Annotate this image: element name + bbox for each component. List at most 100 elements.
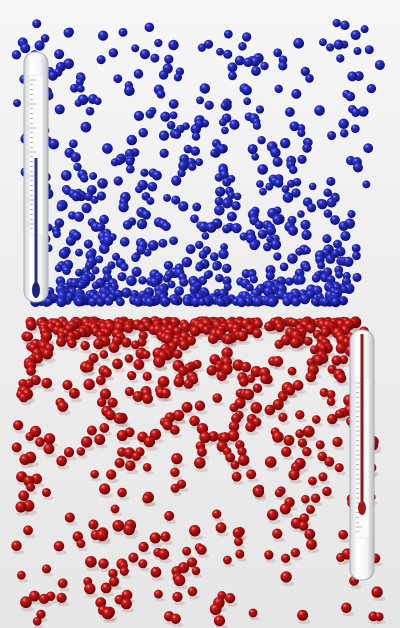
blue-sphere [260, 61, 269, 71]
blue-sphere [363, 143, 374, 154]
blue-sphere [340, 285, 348, 294]
blue-sphere [125, 164, 135, 174]
red-sphere [272, 528, 283, 539]
blue-sphere [158, 70, 169, 80]
red-sphere [101, 367, 112, 378]
blue-sphere [144, 22, 155, 33]
blue-sphere [119, 237, 130, 247]
blue-sphere [256, 180, 264, 188]
blue-sphere [360, 25, 369, 34]
blue-sphere [160, 111, 171, 122]
red-sphere [322, 486, 332, 497]
blue-sphere [120, 262, 129, 272]
blue-sphere [249, 240, 260, 251]
blue-sphere [302, 143, 312, 153]
red-sphere [246, 374, 256, 383]
red-sphere [283, 434, 295, 446]
red-sphere [371, 586, 383, 598]
red-sphere [72, 531, 84, 542]
blue-sphere [306, 203, 317, 213]
sphere-shadow [144, 470, 154, 475]
blue-sphere [303, 246, 311, 255]
red-sphere [274, 339, 284, 350]
red-sphere [315, 440, 325, 450]
blue-sphere [118, 27, 128, 37]
blue-sphere [63, 27, 74, 38]
blue-sphere [96, 191, 107, 201]
blue-sphere [170, 296, 179, 305]
blue-sphere [75, 78, 84, 87]
red-sphere [164, 510, 175, 521]
blue-sphere [173, 73, 183, 82]
blue-sphere [203, 271, 212, 280]
red-sphere [85, 555, 97, 568]
blue-sphere [242, 32, 252, 42]
blue-sphere [364, 45, 374, 55]
blue-sphere [131, 266, 142, 277]
red-sphere [43, 443, 55, 455]
blue-sphere [117, 272, 127, 282]
red-sphere [208, 431, 219, 442]
blue-sphere [62, 266, 71, 276]
blue-sphere [75, 248, 84, 257]
blue-sphere [326, 176, 336, 187]
blue-sphere [172, 130, 182, 139]
blue-sphere [190, 123, 202, 135]
red-sphere [172, 326, 183, 337]
blue-sphere [76, 281, 85, 290]
red-sphere [169, 425, 180, 435]
blue-sphere [336, 54, 345, 63]
sphere-shadow [26, 439, 37, 444]
blue-sphere [147, 181, 158, 192]
blue-sphere [347, 210, 356, 219]
red-sphere [281, 446, 292, 457]
blue-sphere [56, 202, 66, 212]
red-sphere [69, 387, 80, 399]
red-sphere [189, 524, 201, 537]
red-sphere [110, 504, 120, 514]
sphere-shadow [235, 545, 246, 549]
red-sphere [133, 359, 145, 370]
blue-sphere [76, 84, 85, 93]
blue-sphere [305, 73, 314, 83]
blue-sphere [183, 144, 193, 154]
blue-sphere [34, 40, 45, 51]
blue-sphere [279, 137, 291, 149]
spheres [11, 18, 387, 628]
blue-sphere [293, 37, 305, 49]
red-sphere [106, 469, 117, 480]
blue-sphere [287, 225, 299, 236]
red-sphere [95, 597, 107, 608]
red-sphere [336, 373, 347, 384]
red-sphere [132, 390, 144, 402]
blue-sphere [333, 39, 344, 50]
red-sphere [334, 463, 344, 473]
red-sphere [141, 350, 151, 359]
red-sphere [24, 378, 34, 389]
sphere-shadow [276, 496, 286, 501]
blue-sphere [73, 211, 85, 222]
sphere-shadow [376, 620, 387, 625]
blue-sphere [13, 99, 21, 108]
red-sphere [99, 350, 109, 359]
red-sphere [182, 546, 192, 556]
red-sphere [309, 345, 320, 355]
red-sphere [287, 366, 297, 376]
blue-sphere [222, 276, 232, 286]
red-sphere [15, 501, 27, 513]
scale-ticks [30, 79, 36, 230]
red-sphere [114, 457, 125, 469]
red-sphere [150, 566, 162, 578]
red-sphere [253, 319, 263, 329]
red-sphere [172, 409, 185, 422]
blue-sphere [150, 53, 160, 63]
red-sphere [292, 380, 304, 391]
red-sphere [317, 451, 327, 462]
red-sphere [96, 397, 107, 407]
red-sphere [280, 571, 292, 583]
blue-sphere [171, 175, 182, 186]
red-sphere [38, 593, 50, 605]
red-sphere [280, 553, 291, 563]
red-sphere [197, 447, 207, 457]
